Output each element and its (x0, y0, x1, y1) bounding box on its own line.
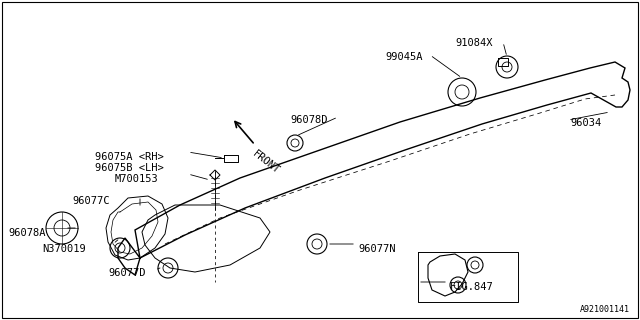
Text: 96077N: 96077N (358, 244, 396, 254)
Text: 96075A <RH>: 96075A <RH> (95, 152, 164, 162)
Text: A921001141: A921001141 (580, 305, 630, 314)
Text: 96078D: 96078D (290, 115, 328, 125)
Text: 96078A: 96078A (8, 228, 45, 238)
Text: 96077D: 96077D (108, 268, 145, 278)
Text: FIG.847: FIG.847 (450, 282, 493, 292)
Text: N370019: N370019 (42, 244, 86, 254)
Text: 99045A: 99045A (385, 52, 422, 62)
Text: FRONT: FRONT (251, 149, 282, 176)
Text: 91084X: 91084X (455, 38, 493, 48)
Text: 96077C: 96077C (72, 196, 109, 206)
Text: 96075B <LH>: 96075B <LH> (95, 163, 164, 173)
Text: 96034: 96034 (570, 118, 601, 128)
Text: M700153: M700153 (115, 174, 159, 184)
